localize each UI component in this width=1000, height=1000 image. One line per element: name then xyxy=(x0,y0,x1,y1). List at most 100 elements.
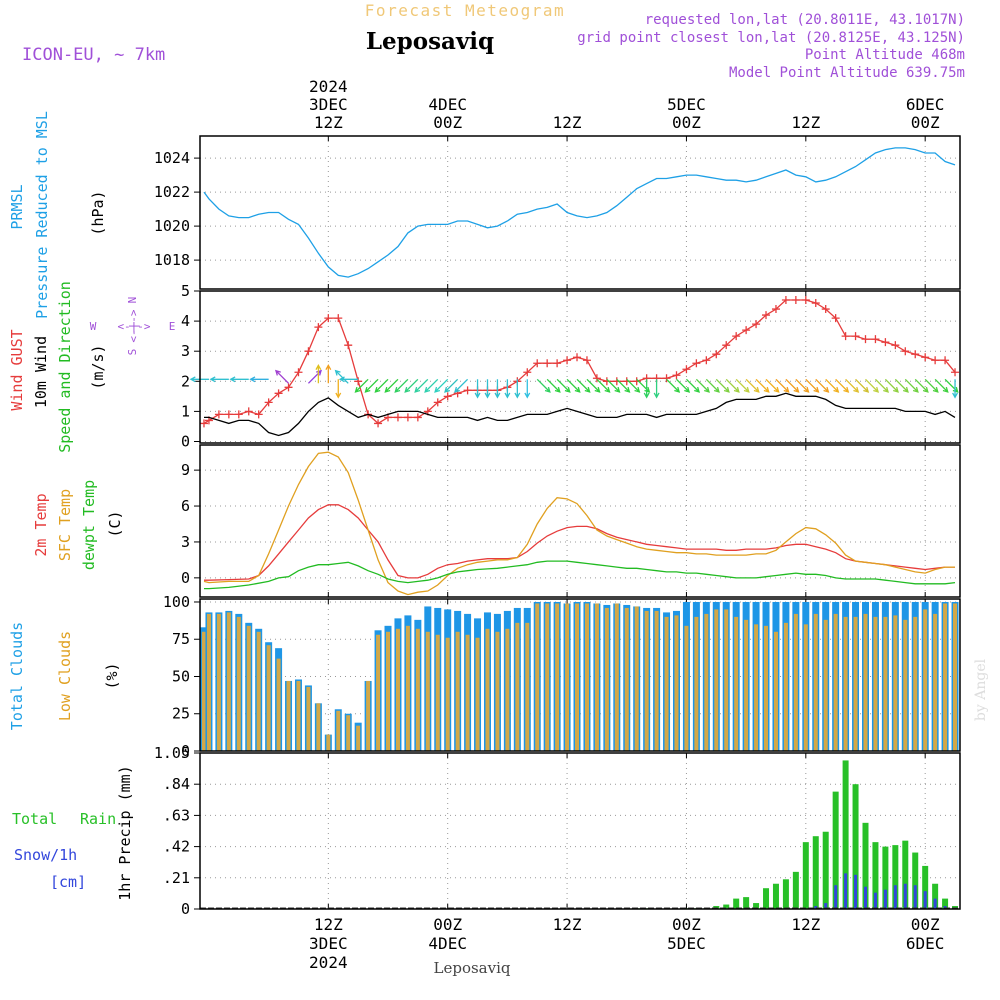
snow-bar xyxy=(933,898,937,909)
series-wind-gust xyxy=(203,299,956,425)
low-cloud-bar xyxy=(216,613,221,751)
low-cloud-bar xyxy=(694,616,699,751)
gust-marker xyxy=(294,368,303,377)
credit: by Angel xyxy=(973,658,989,721)
wind-arrow xyxy=(325,363,332,384)
wind-arrow xyxy=(556,378,571,393)
gust-marker xyxy=(861,335,870,344)
low-cloud-bar xyxy=(953,603,958,751)
low-cloud-bar xyxy=(336,710,341,751)
gust-marker xyxy=(662,374,671,383)
wind-arrow xyxy=(735,378,750,393)
label-rain: Rain xyxy=(80,810,116,828)
series-10m-wind xyxy=(204,392,956,437)
label-ms: (m/s) xyxy=(89,344,107,389)
label-snow: Snow/1h xyxy=(14,846,77,864)
wind-arrow xyxy=(914,378,929,393)
rain-bar xyxy=(912,852,919,909)
wind-arrow xyxy=(586,378,601,393)
bottom-time-label: 00Z xyxy=(433,915,462,934)
gust-marker xyxy=(752,320,761,329)
low-cloud-bar xyxy=(883,616,888,751)
bottom-time-label: 5DEC xyxy=(667,934,706,953)
gust-marker xyxy=(264,398,273,407)
gust-marker xyxy=(851,332,860,341)
rain-bar xyxy=(753,903,760,909)
rain-bar xyxy=(782,879,789,909)
y-tick-label: 1018 xyxy=(154,251,190,269)
low-cloud-bar xyxy=(256,631,261,751)
wind-arrow xyxy=(795,378,810,393)
low-cloud-bar xyxy=(425,631,430,751)
low-cloud-bar xyxy=(386,631,391,751)
low-cloud-bar xyxy=(555,603,560,751)
gust-marker xyxy=(433,398,442,407)
low-cloud-bar xyxy=(465,634,470,751)
y-tick-label: 2 xyxy=(181,372,190,390)
y-tick-label: 1022 xyxy=(154,183,190,201)
wind-arrow xyxy=(454,378,469,393)
top-time-label: 12Z xyxy=(791,113,820,132)
low-cloud-bar xyxy=(773,631,778,751)
rain-bar xyxy=(802,842,809,909)
label-pressure-desc: Pressure Reduced to MSL xyxy=(33,111,51,319)
wind-arrow xyxy=(404,378,419,393)
gust-marker xyxy=(672,371,681,380)
wind-arrow xyxy=(666,378,681,393)
snow-bar xyxy=(824,903,828,909)
y-tick-label: .21 xyxy=(163,869,190,887)
low-cloud-bar xyxy=(843,616,848,751)
low-cloud-bar xyxy=(236,616,241,751)
top-time-label: 00Z xyxy=(911,113,940,132)
gust-marker xyxy=(722,341,731,350)
gust-marker xyxy=(284,383,293,392)
low-cloud-bar xyxy=(276,658,281,751)
bottom-time-label: 6DEC xyxy=(906,934,945,953)
top-time-label: 2024 xyxy=(309,77,348,96)
low-cloud-bar xyxy=(206,613,211,751)
wind-arrow xyxy=(474,379,481,399)
rain-bar xyxy=(862,822,869,909)
gust-marker xyxy=(951,368,960,377)
gust-marker xyxy=(244,407,253,416)
wind-arrow xyxy=(335,379,342,399)
gust-marker xyxy=(921,353,930,362)
snow-bar xyxy=(863,886,867,909)
wind-arrow xyxy=(338,376,359,383)
wind-arrow xyxy=(536,378,551,393)
wind-arrow xyxy=(444,378,459,393)
y-tick-label: 0 xyxy=(181,900,190,918)
y-tick-label: .42 xyxy=(163,838,190,856)
low-cloud-bar xyxy=(326,734,331,751)
panel-frame xyxy=(199,752,961,910)
label-sfc-temp: SFC Temp xyxy=(56,489,74,561)
y-tick-label: 1.05 xyxy=(154,744,190,762)
rain-bar xyxy=(882,846,889,909)
wind-arrow xyxy=(424,378,439,393)
gust-marker xyxy=(682,365,691,374)
low-cloud-bar xyxy=(664,616,669,751)
low-cloud-bar xyxy=(903,619,908,751)
low-cloud-bar xyxy=(316,703,321,751)
point-altitude: Point Altitude 468m xyxy=(805,47,965,63)
gust-marker xyxy=(234,410,243,419)
low-cloud-bar xyxy=(823,619,828,751)
gust-marker xyxy=(891,341,900,350)
rain-bar xyxy=(743,897,750,909)
low-cloud-bar xyxy=(201,631,206,751)
y-tick-label: 6 xyxy=(181,497,190,515)
low-cloud-bar xyxy=(226,612,231,751)
low-cloud-bar xyxy=(266,645,271,751)
wind-arrow xyxy=(835,378,850,393)
wind-arrow xyxy=(504,379,511,399)
wind-arrow xyxy=(785,378,800,393)
gust-marker xyxy=(712,350,721,359)
wind-arrow xyxy=(765,378,780,393)
wind-arrow xyxy=(334,369,349,384)
wind-arrow xyxy=(484,379,491,399)
gust-marker xyxy=(911,350,920,359)
gust-marker xyxy=(224,410,233,419)
low-cloud-bar xyxy=(734,616,739,751)
top-time-label: 6DEC xyxy=(906,95,945,114)
